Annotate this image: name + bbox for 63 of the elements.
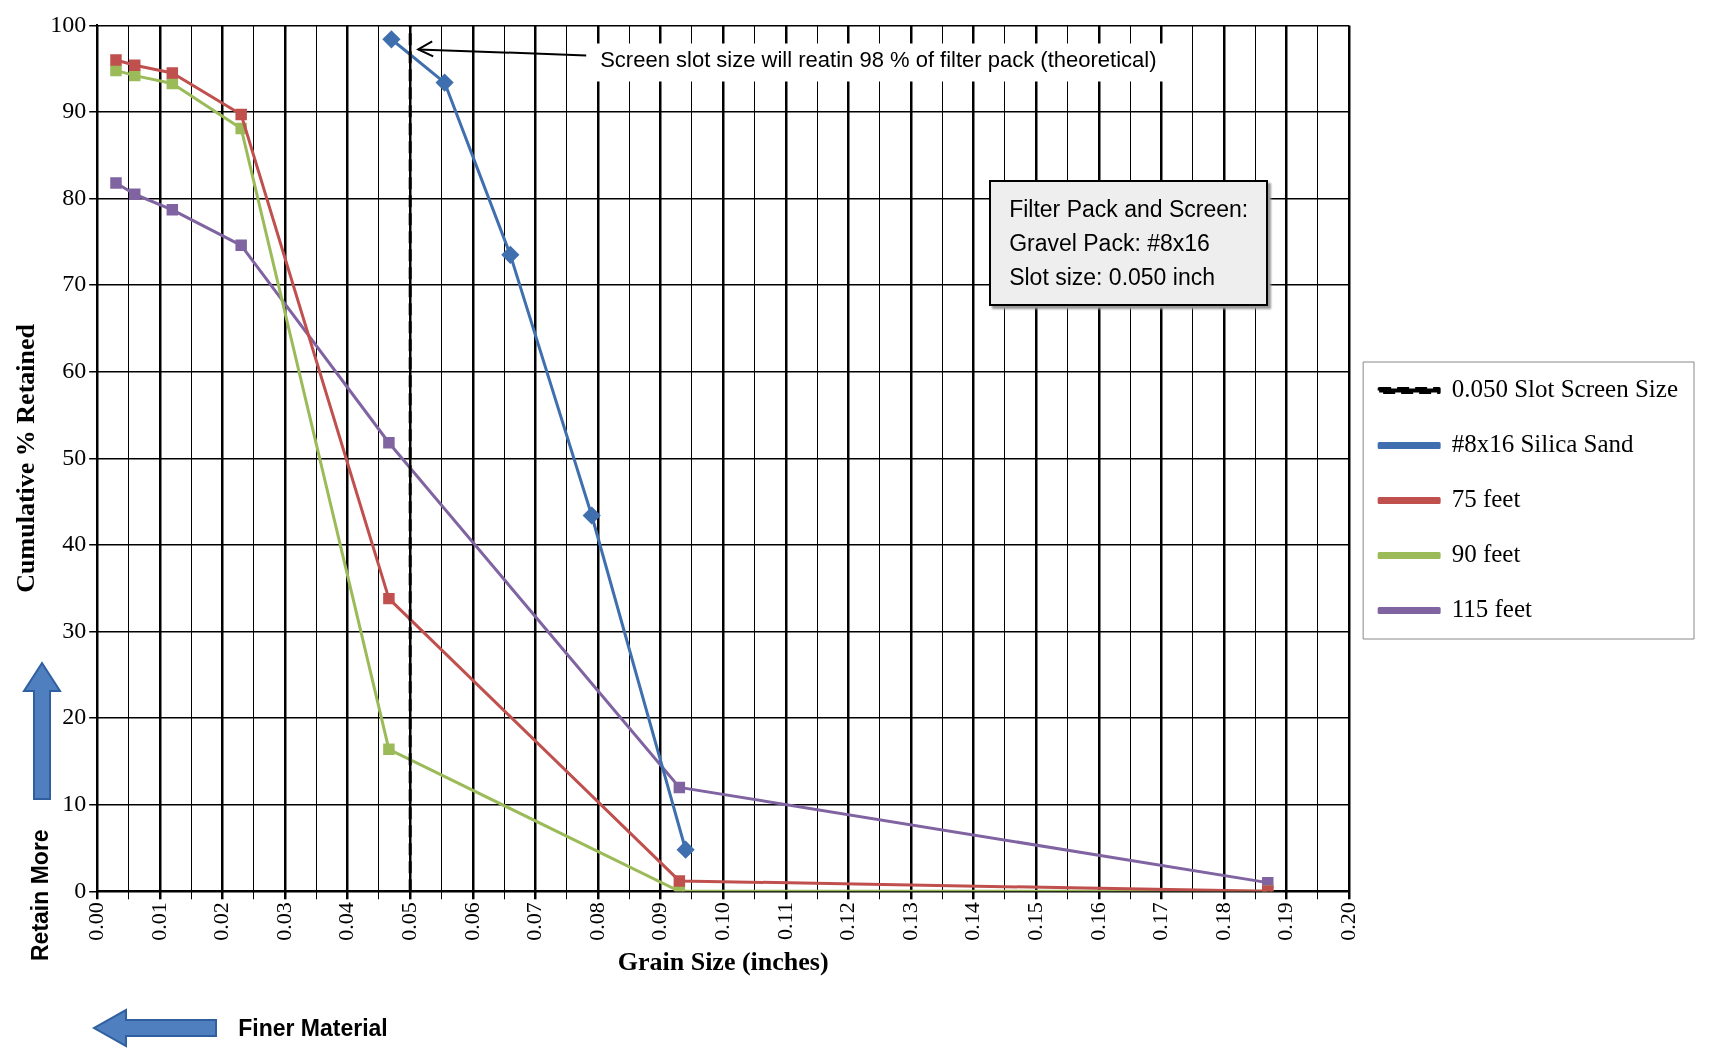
annotation: Filter Pack and Screen: Gravel Pack: #8x16 Slot size: 0.050 inch — [989, 180, 1269, 307]
y-tick-label: 30 — [62, 616, 87, 643]
legend-label: 75 feet — [1451, 485, 1521, 513]
y-tick-label: 80 — [62, 183, 87, 210]
point — [129, 69, 141, 82]
y-tick-label: 50 — [62, 443, 87, 470]
point — [501, 246, 519, 264]
y-tick-label: 60 — [62, 357, 87, 384]
text: Retain More — [27, 829, 54, 962]
point — [673, 781, 686, 794]
point — [382, 30, 400, 48]
y-axis-title: Cumulative % Retained — [11, 323, 41, 593]
x-tick-label: 0.02 — [208, 902, 234, 941]
point — [166, 204, 179, 216]
point — [235, 108, 247, 121]
x-tick-label: 0.03 — [270, 902, 296, 941]
x-tick-label: 0.04 — [333, 902, 359, 941]
x-tick-label: 0.10 — [708, 902, 734, 941]
point — [110, 64, 122, 77]
point — [673, 875, 686, 887]
text: Finer Material — [238, 1014, 388, 1042]
y-tick-label: 70 — [62, 270, 87, 297]
point — [110, 54, 122, 66]
point — [166, 67, 179, 79]
x-tick-label: 0.18 — [1209, 902, 1235, 941]
x-tick-label: 0.14 — [959, 902, 985, 941]
point — [436, 74, 454, 92]
point — [583, 507, 601, 524]
x-tick-label: 0.13 — [896, 902, 922, 941]
x-tick-label: 0.09 — [646, 902, 672, 941]
point — [677, 841, 695, 859]
x-tick-label: 0.16 — [1084, 902, 1110, 941]
y-tick-label: 20 — [62, 703, 87, 730]
x-tick-label: 0.01 — [145, 902, 171, 941]
y-tick-label: 10 — [62, 790, 87, 817]
point — [383, 437, 395, 449]
x-tick-label: 0.08 — [583, 902, 609, 941]
legend-label: #8x16 Silica Sand — [1451, 430, 1635, 458]
y-tick-label: 90 — [62, 97, 87, 124]
point — [129, 59, 141, 71]
annotation: Screen slot size will reatin 98 % of filter pack (theoretical) — [600, 47, 1157, 73]
legend-label: 90 feet — [1451, 540, 1521, 568]
x-tick-label: 0.19 — [1272, 902, 1298, 941]
point — [383, 743, 395, 756]
x-tick-label: 0.17 — [1147, 902, 1173, 941]
legend-label: 115 feet — [1451, 595, 1532, 623]
x-tick-label: 0.06 — [458, 902, 484, 941]
x-tick-label: 0.07 — [521, 902, 547, 941]
x-tick-label: 0.00 — [82, 902, 108, 941]
y-tick-label: 0 — [74, 876, 87, 903]
x-axis-title: Grain Size (inches) — [617, 947, 829, 977]
point — [235, 239, 247, 252]
x-tick-label: 0.12 — [834, 902, 860, 941]
y-tick-label: 100 — [50, 10, 87, 37]
x-tick-label: 0.11 — [771, 902, 797, 940]
legend-label: 0.050 Slot Screen Size — [1451, 375, 1678, 403]
point — [129, 188, 141, 200]
x-tick-label: 0.20 — [1334, 902, 1360, 941]
x-tick-label: 0.05 — [395, 902, 421, 941]
point — [110, 177, 122, 189]
point — [383, 592, 395, 605]
x-tick-label: 0.15 — [1021, 902, 1047, 941]
y-tick-label: 40 — [62, 530, 87, 557]
